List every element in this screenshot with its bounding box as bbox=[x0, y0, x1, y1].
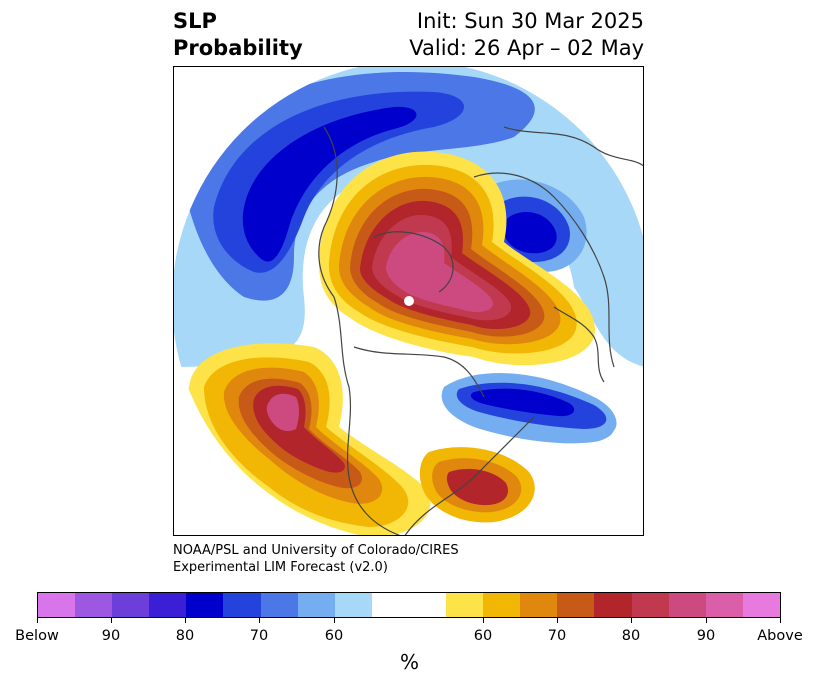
colorbar-tick bbox=[259, 618, 260, 623]
colorbar-segment bbox=[742, 593, 780, 617]
colorbar-tick-label: 60 bbox=[473, 628, 493, 644]
colorbar-tick bbox=[111, 618, 112, 623]
colorbar-tick-label: 90 bbox=[696, 628, 716, 644]
colorbar-tick bbox=[706, 618, 707, 623]
colorbar bbox=[37, 592, 781, 618]
map-graphic bbox=[174, 67, 643, 535]
colorbar-segment bbox=[594, 593, 632, 617]
colorbar-segment bbox=[112, 593, 150, 617]
colorbar-segment bbox=[483, 593, 521, 617]
colorbar-segment bbox=[75, 593, 113, 617]
colorbar-segment bbox=[186, 593, 224, 617]
colorbar-tick-label: Above bbox=[757, 628, 803, 644]
colorbar-segment bbox=[149, 593, 187, 617]
title-line-1: SLP bbox=[173, 9, 217, 33]
colorbar-tick-label: 80 bbox=[175, 628, 195, 644]
colorbar-segment bbox=[668, 593, 706, 617]
colorbar-tick bbox=[557, 618, 558, 623]
colorbar-segment bbox=[334, 593, 372, 617]
colorbar-tick-labels: Below 90 80 70 60 60 70 80 90 Above bbox=[0, 628, 819, 648]
colorbar-unit: % bbox=[399, 650, 419, 674]
coastlines bbox=[318, 126, 643, 535]
colorbar-tick bbox=[631, 618, 632, 623]
colorbar-segment bbox=[520, 593, 558, 617]
colorbar-segment bbox=[297, 593, 335, 617]
credit-line-1: NOAA/PSL and University of Colorado/CIRE… bbox=[173, 543, 459, 558]
colorbar-tick bbox=[37, 618, 38, 623]
valid-date: Valid: 26 Apr – 02 May bbox=[409, 36, 644, 60]
credit-line-2: Experimental LIM Forecast (v2.0) bbox=[173, 560, 388, 575]
colorbar-segment bbox=[446, 593, 484, 617]
colorbar-tick-label: 90 bbox=[101, 628, 121, 644]
colorbar-segment bbox=[408, 593, 447, 617]
colorbar-segment bbox=[557, 593, 595, 617]
probability-map bbox=[173, 66, 644, 536]
colorbar-segment bbox=[38, 593, 76, 617]
colorbar-tick-label: 70 bbox=[249, 628, 269, 644]
colorbar-tick bbox=[334, 618, 335, 623]
colorbar-tick bbox=[780, 618, 781, 623]
colorbar-tick bbox=[185, 618, 186, 623]
colorbar-tick-label: Below bbox=[15, 628, 59, 644]
colorbar-tick-label: 60 bbox=[324, 628, 344, 644]
colorbar-segment bbox=[705, 593, 743, 617]
init-date: Init: Sun 30 Mar 2025 bbox=[416, 9, 644, 33]
colorbar-segment bbox=[260, 593, 298, 617]
colorbar-tick-label: 70 bbox=[547, 628, 567, 644]
map-title: SLP Probability bbox=[173, 8, 303, 62]
colorbar-segment bbox=[371, 593, 409, 617]
title-line-2: Probability bbox=[173, 36, 303, 60]
colorbar-tick-label: 80 bbox=[621, 628, 641, 644]
map-fields bbox=[174, 67, 643, 535]
colorbar-segment bbox=[223, 593, 261, 617]
credit-text: NOAA/PSL and University of Colorado/CIRE… bbox=[173, 542, 459, 576]
colorbar-segment bbox=[631, 593, 669, 617]
colorbar-tick bbox=[483, 618, 484, 623]
forecast-dates: Init: Sun 30 Mar 2025 Valid: 26 Apr – 02… bbox=[409, 8, 644, 62]
